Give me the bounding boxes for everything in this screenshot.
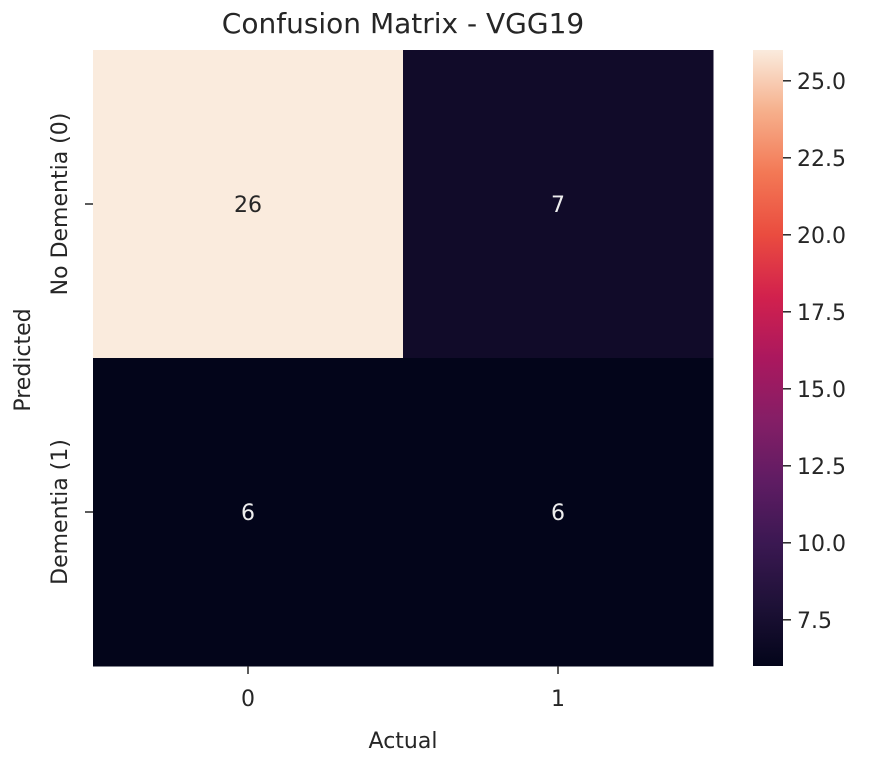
y-axis-label: Predicted bbox=[11, 308, 36, 411]
x-axis-label: Actual bbox=[369, 729, 438, 754]
cell-value-label-r1-c0: 6 bbox=[241, 501, 255, 526]
colorbar-tick-label-5: 20.0 bbox=[797, 224, 846, 249]
colorbar-tick-label-4: 17.5 bbox=[797, 301, 846, 326]
x-tick-label-0: 0 bbox=[241, 687, 255, 712]
heatmap-cell-labels: 26 7 6 6 bbox=[234, 193, 565, 526]
heatmap-cell-r1-c0 bbox=[93, 358, 404, 667]
heatmap-cells bbox=[93, 50, 714, 667]
colorbar-ticks: 7.5 10.0 12.5 15.0 17.5 20.0 22.5 25.0 bbox=[783, 70, 846, 634]
chart-title: Confusion Matrix - VGG19 bbox=[222, 7, 584, 40]
colorbar-tick-label-0: 7.5 bbox=[797, 609, 832, 634]
colorbar-tick-label-3: 15.0 bbox=[797, 378, 846, 403]
heatmap-cell-r1-c1 bbox=[403, 358, 714, 667]
colorbar-tick-label-6: 22.5 bbox=[797, 147, 846, 172]
cell-value-label-r0-c0: 26 bbox=[234, 193, 262, 218]
cell-value-label-r1-c1: 6 bbox=[551, 501, 565, 526]
heatmap-cell-r0-c0 bbox=[93, 50, 404, 359]
x-tick-label-1: 1 bbox=[551, 687, 565, 712]
cell-value-label-r0-c1: 7 bbox=[551, 193, 565, 218]
y-tick-label-0: No Dementia (0) bbox=[48, 113, 73, 296]
colorbar bbox=[753, 50, 783, 666]
heatmap-cell-r0-c1 bbox=[403, 50, 714, 359]
colorbar-tick-label-2: 12.5 bbox=[797, 455, 846, 480]
y-tick-label-1: Dementia (1) bbox=[48, 439, 73, 585]
y-axis-ticks: No Dementia (0) Dementia (1) bbox=[48, 113, 93, 585]
colorbar-tick-label-1: 10.0 bbox=[797, 532, 846, 557]
colorbar-tick-label-7: 25.0 bbox=[797, 70, 846, 95]
